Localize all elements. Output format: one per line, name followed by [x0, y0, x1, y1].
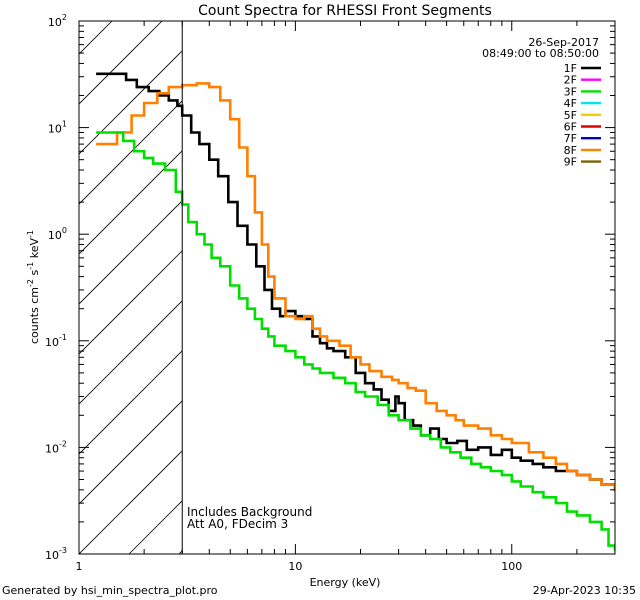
- y-tick-label: 10-1: [45, 333, 67, 349]
- y-tick-label: 10-2: [45, 439, 67, 455]
- y-axis-label-exp3: -1: [26, 230, 35, 238]
- hatch-line: [79, 100, 183, 205]
- plot-frame: [78, 20, 616, 555]
- hatch-line: [579, 0, 640, 554]
- hatch-line: [79, 200, 183, 305]
- chart-title: Count Spectra for RHESSI Front Segments: [198, 3, 492, 19]
- legend-label-5f: 5F: [564, 109, 577, 122]
- legend-label-7f: 7F: [564, 132, 577, 145]
- y-tick-exp: 0: [62, 226, 67, 235]
- hatch-line: [429, 0, 640, 554]
- hatch-line: [379, 0, 640, 554]
- legend-label-8f: 8F: [564, 144, 577, 157]
- annotation-background: Includes Background: [187, 505, 312, 519]
- y-tick-label: 101: [48, 120, 67, 136]
- hatch-line: [279, 0, 640, 554]
- x-axis-label: Energy (keV): [310, 576, 381, 589]
- y-tick-label: 10-3: [45, 546, 67, 562]
- y-tick-label: 102: [48, 13, 67, 29]
- x-tick-label: 1: [76, 560, 83, 573]
- y-tick-label: 100: [48, 226, 67, 242]
- y-tick-exp: -1: [59, 333, 67, 342]
- y-tick-base: 10: [45, 549, 59, 562]
- y-axis-label-tail: keV: [28, 238, 41, 262]
- time-range-label: 08:49:00 to 08:50:00: [482, 47, 599, 60]
- y-axis-label-base: counts cm: [28, 287, 41, 344]
- hatch-line: [79, 50, 183, 155]
- legend-label-1f: 1F: [564, 62, 577, 75]
- footer-timestamp: 29-Apr-2023 10:35: [533, 584, 636, 597]
- date-label: 26-Sep-2017: [528, 36, 599, 49]
- y-tick-exp: 1: [62, 120, 67, 129]
- y-tick-exp: -3: [59, 546, 67, 555]
- hatch-line: [229, 0, 640, 554]
- y-tick-exp: -2: [59, 439, 67, 448]
- x-tick-label: 10: [288, 560, 302, 573]
- legend-label-4f: 4F: [564, 97, 577, 110]
- hatch-line: [79, 400, 183, 505]
- x-tick-label: 100: [501, 560, 522, 573]
- annotation-attenuator: Att A0, FDecim 3: [187, 517, 288, 531]
- hatch-line: [0, 0, 129, 554]
- y-tick-base: 10: [48, 16, 62, 29]
- y-axis-label: counts cm-2 s-1 keV-1: [26, 230, 41, 344]
- hatch-line: [79, 450, 183, 554]
- legend-label-3f: 3F: [564, 85, 577, 98]
- legend-label-9f: 9F: [564, 156, 577, 169]
- hatch-line: [629, 0, 640, 554]
- spectra-series: [96, 72, 615, 551]
- hatch-line: [79, 150, 183, 255]
- series-line-8f: [96, 82, 615, 492]
- background-hatch-region: [0, 0, 640, 554]
- legend-label-2f: 2F: [564, 74, 577, 87]
- y-tick-base: 10: [45, 442, 59, 455]
- y-axis-label-mid: s: [28, 269, 41, 278]
- hatch-line: [79, 250, 183, 355]
- series-line-1f: [96, 72, 615, 492]
- series-line-3f: [96, 131, 615, 551]
- y-tick-base: 10: [45, 336, 59, 349]
- hatch-line: [79, 21, 163, 105]
- y-axis-label-exp2: -1: [26, 262, 35, 270]
- legend-label-6f: 6F: [564, 121, 577, 134]
- y-tick-base: 10: [48, 229, 62, 242]
- hatch-line: [79, 21, 113, 55]
- y-tick-exp: 2: [62, 13, 67, 22]
- y-tick-base: 10: [48, 123, 62, 136]
- footer-generated-by: Generated by hsi_min_spectra_plot.pro: [2, 584, 218, 597]
- hatch-line: [529, 0, 640, 554]
- y-axis-label-exp1: -2: [26, 279, 35, 287]
- hatch-line: [329, 0, 640, 554]
